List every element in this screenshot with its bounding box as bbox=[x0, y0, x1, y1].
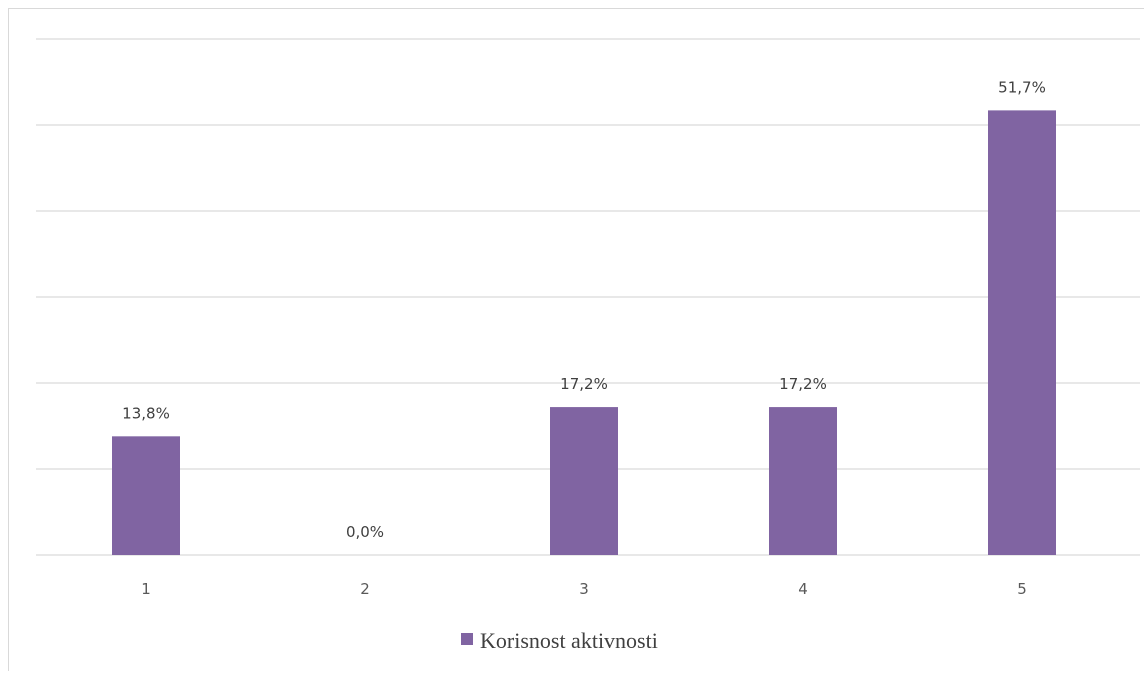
data-label-3: 17,2% bbox=[560, 375, 608, 393]
data-labels: 13,8% 0,0% 17,2% 17,2% 51,7% bbox=[122, 78, 1046, 541]
legend: Korisnost aktivnosti bbox=[461, 628, 658, 653]
x-tick-label-1: 1 bbox=[141, 580, 151, 598]
bars bbox=[112, 110, 1056, 555]
legend-label: Korisnost aktivnosti bbox=[480, 628, 658, 653]
bar-5 bbox=[988, 110, 1056, 555]
x-tick-label-5: 5 bbox=[1017, 580, 1027, 598]
data-label-1: 13,8% bbox=[122, 404, 170, 422]
data-label-5: 51,7% bbox=[998, 78, 1046, 96]
bar-3 bbox=[550, 407, 618, 555]
data-label-2: 0,0% bbox=[346, 523, 384, 541]
data-label-4: 17,2% bbox=[779, 375, 827, 393]
legend-swatch bbox=[461, 633, 473, 645]
x-tick-label-4: 4 bbox=[798, 580, 808, 598]
x-axis-ticks: 1 2 3 4 5 bbox=[141, 580, 1027, 598]
bar-4 bbox=[769, 407, 837, 555]
x-tick-label-2: 2 bbox=[360, 580, 370, 598]
chart-area bbox=[8, 8, 1144, 671]
x-tick-label-3: 3 bbox=[579, 580, 589, 598]
bar-1 bbox=[112, 436, 180, 555]
